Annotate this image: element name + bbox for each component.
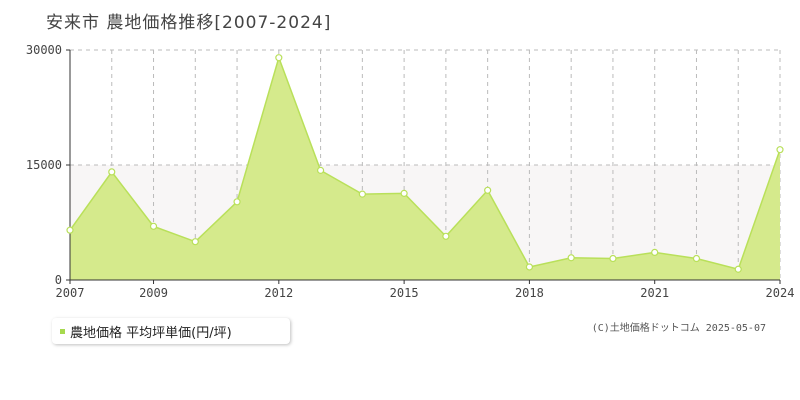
data-point	[442, 232, 450, 240]
area-layer	[69, 55, 781, 280]
series-area	[70, 57, 780, 280]
x-tick-label: 2018	[515, 286, 544, 300]
data-point	[692, 254, 701, 263]
legend: 農地価格 平均坪単価(円/坪)	[52, 318, 290, 344]
legend-swatch	[60, 328, 65, 334]
data-point	[484, 186, 492, 194]
x-tick-label: 2009	[139, 286, 168, 300]
data-point	[191, 238, 199, 246]
legend-label: 農地価格 平均坪単価(円/坪)	[70, 325, 232, 341]
data-point	[734, 265, 742, 273]
y-tick-label: 15000	[26, 158, 62, 172]
data-point	[776, 146, 784, 154]
credit-text: (C)土地価格ドットコム 2025-05-07	[591, 323, 766, 334]
data-point	[66, 226, 74, 234]
chart-title: 安来市 農地価格推移[2007-2024]	[46, 13, 332, 33]
data-point	[400, 189, 408, 197]
y-tick-label: 0	[55, 273, 62, 287]
data-point	[609, 254, 617, 263]
data-point	[358, 190, 366, 198]
data-point	[233, 198, 241, 206]
marker-layer	[66, 54, 784, 273]
data-point	[567, 254, 575, 262]
tick-label-layer: 0 15000 30000 2007 2009 2012 2015 2018 2021 2024	[26, 43, 795, 300]
x-tick-label: 2021	[640, 286, 669, 300]
x-tick-label: 2007	[56, 286, 85, 300]
y-tick-label: 30000	[26, 43, 62, 57]
data-point	[275, 54, 283, 62]
series-line	[69, 55, 781, 271]
x-tick-label: 2024	[766, 286, 795, 300]
data-point	[108, 168, 116, 176]
x-tick-label: 2012	[264, 286, 293, 300]
data-point	[316, 166, 325, 174]
data-point	[149, 222, 158, 230]
x-tick-label: 2015	[390, 286, 419, 300]
data-point	[525, 263, 534, 271]
data-point	[651, 248, 659, 256]
